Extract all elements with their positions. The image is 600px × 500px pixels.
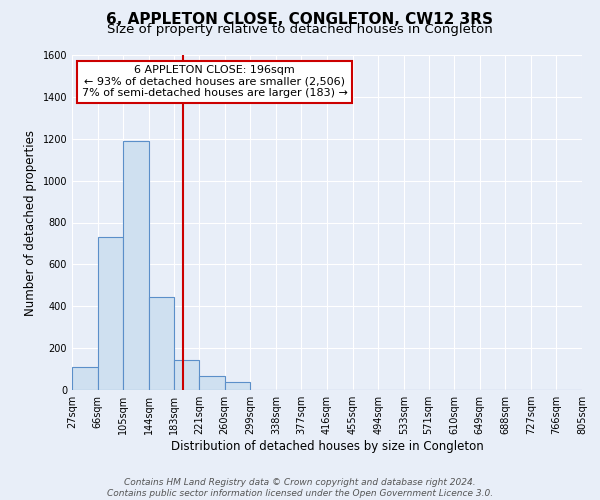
Text: Contains HM Land Registry data © Crown copyright and database right 2024.
Contai: Contains HM Land Registry data © Crown c… (107, 478, 493, 498)
Bar (199, 376, 225, 390)
Bar (123, 141, 149, 390)
Bar (149, 297, 174, 390)
Text: 6, APPLETON CLOSE, CONGLETON, CW12 3RS: 6, APPLETON CLOSE, CONGLETON, CW12 3RS (107, 12, 493, 28)
Bar (98, 237, 123, 390)
Bar (225, 382, 250, 390)
Bar (72, 367, 98, 390)
Y-axis label: Number of detached properties: Number of detached properties (24, 130, 37, 316)
Text: 6 APPLETON CLOSE: 196sqm
← 93% of detached houses are smaller (2,506)
7% of semi: 6 APPLETON CLOSE: 196sqm ← 93% of detach… (82, 65, 348, 98)
Bar (174, 360, 199, 390)
Text: Size of property relative to detached houses in Congleton: Size of property relative to detached ho… (107, 22, 493, 36)
X-axis label: Distribution of detached houses by size in Congleton: Distribution of detached houses by size … (170, 440, 484, 453)
